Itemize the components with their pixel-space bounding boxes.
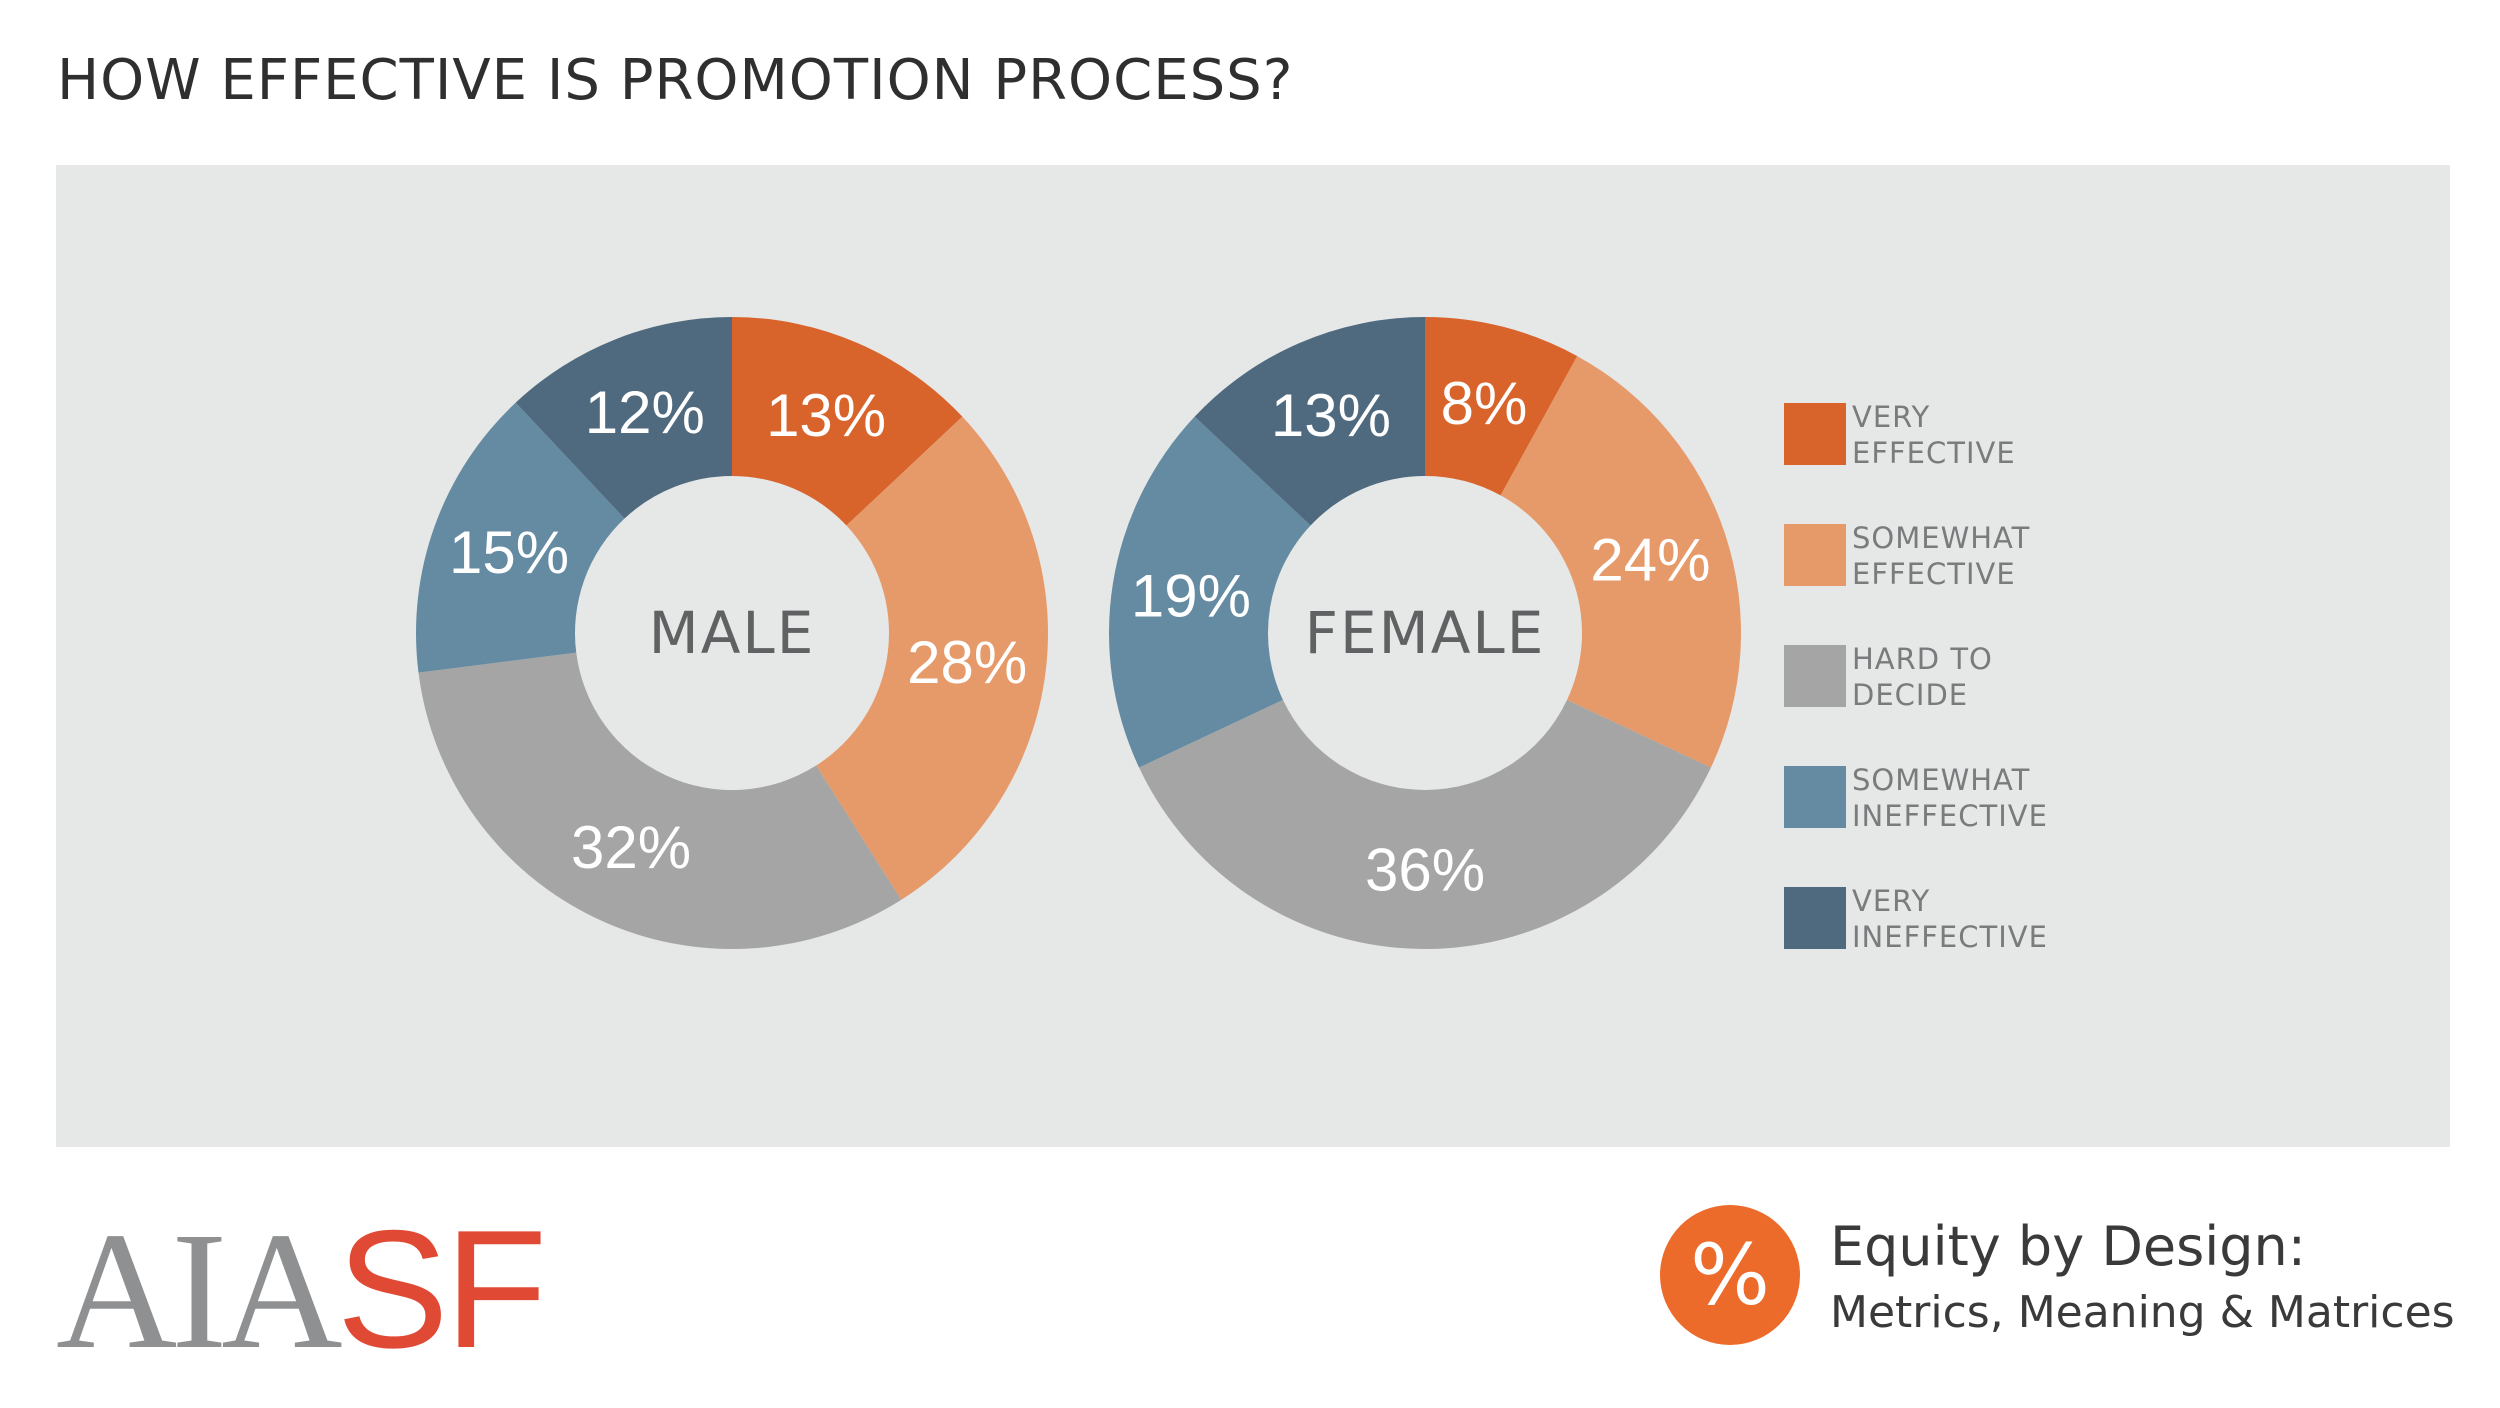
slice-male-very-effective <box>732 317 963 526</box>
slice-male-somewhat-effective <box>816 416 1049 900</box>
slice-female-very-effective <box>1425 317 1578 496</box>
slice-male-very-ineffective <box>515 317 732 519</box>
legend-swatch-very-effective <box>1784 403 1846 465</box>
aiasf-logo: AIASF <box>56 1205 547 1375</box>
legend-swatch-very-ineffective <box>1784 887 1846 949</box>
slice-female-somewhat-ineffective <box>1109 416 1311 768</box>
slice-female-very-ineffective <box>1194 317 1425 526</box>
slice-label-male-very-ineffective: 12% <box>585 379 705 446</box>
slice-male-somewhat-ineffective <box>416 402 625 673</box>
logo-sf-text: SF <box>336 1195 548 1383</box>
donut-charts: 13% 28% 32% 15% 12% MALE 8% 24% 36% 19% 13% FEMALE <box>416 317 1741 949</box>
donut-male: 13% 28% 32% 15% 12% MALE <box>416 317 1049 949</box>
brand-title: Equity by Design: <box>1830 1215 2306 1278</box>
legend-label-somewhat-ineffective: SOMEWHAT INEFFECTIVE <box>1852 763 2048 833</box>
percent-badge-icon: % <box>1660 1205 1800 1345</box>
slice-female-hard-to-decide <box>1139 699 1711 949</box>
slice-label-male-hard-to-decide: 32% <box>571 814 691 881</box>
logo-aia-text: AIA <box>56 1198 343 1384</box>
slice-label-female-somewhat-effective: 24% <box>1590 526 1710 593</box>
legend-label-very-ineffective: VERY INEFFECTIVE <box>1852 884 2048 954</box>
chart-legend: VERY EFFECTIVE SOMEWHAT EFFECTIVE HARD TO DEC… <box>1784 400 2048 954</box>
slice-label-male-somewhat-effective: 28% <box>907 629 1027 696</box>
donut-female: 8% 24% 36% 19% 13% FEMALE <box>1109 317 1741 949</box>
slice-label-female-very-effective: 8% <box>1441 370 1528 437</box>
legend-swatch-somewhat-ineffective <box>1784 766 1846 828</box>
legend-label-hard-to-decide: HARD TO DECIDE <box>1852 642 1993 712</box>
slice-label-male-very-effective: 13% <box>766 382 886 449</box>
slice-male-hard-to-decide <box>418 652 902 949</box>
legend-label-somewhat-effective: SOMEWHAT EFFECTIVE <box>1852 521 2030 591</box>
slice-label-female-somewhat-ineffective: 19% <box>1131 562 1251 629</box>
donut-center-label-female: FEMALE <box>1305 599 1546 667</box>
brand-subtitle: Metrics, Meaning & Matrices <box>1830 1287 2455 1338</box>
slice-label-male-somewhat-ineffective: 15% <box>449 519 569 586</box>
slice-label-female-hard-to-decide: 36% <box>1365 837 1485 904</box>
donut-center-label-male: MALE <box>649 599 816 667</box>
legend-swatch-somewhat-effective <box>1784 524 1846 586</box>
slice-female-somewhat-effective <box>1500 356 1741 768</box>
legend-swatch-hard-to-decide <box>1784 645 1846 707</box>
slice-label-female-very-ineffective: 13% <box>1271 382 1391 449</box>
chart-title: HOW EFFECTIVE IS PROMOTION PROCESS? <box>57 48 1294 113</box>
legend-label-very-effective: VERY EFFECTIVE <box>1852 400 2016 470</box>
